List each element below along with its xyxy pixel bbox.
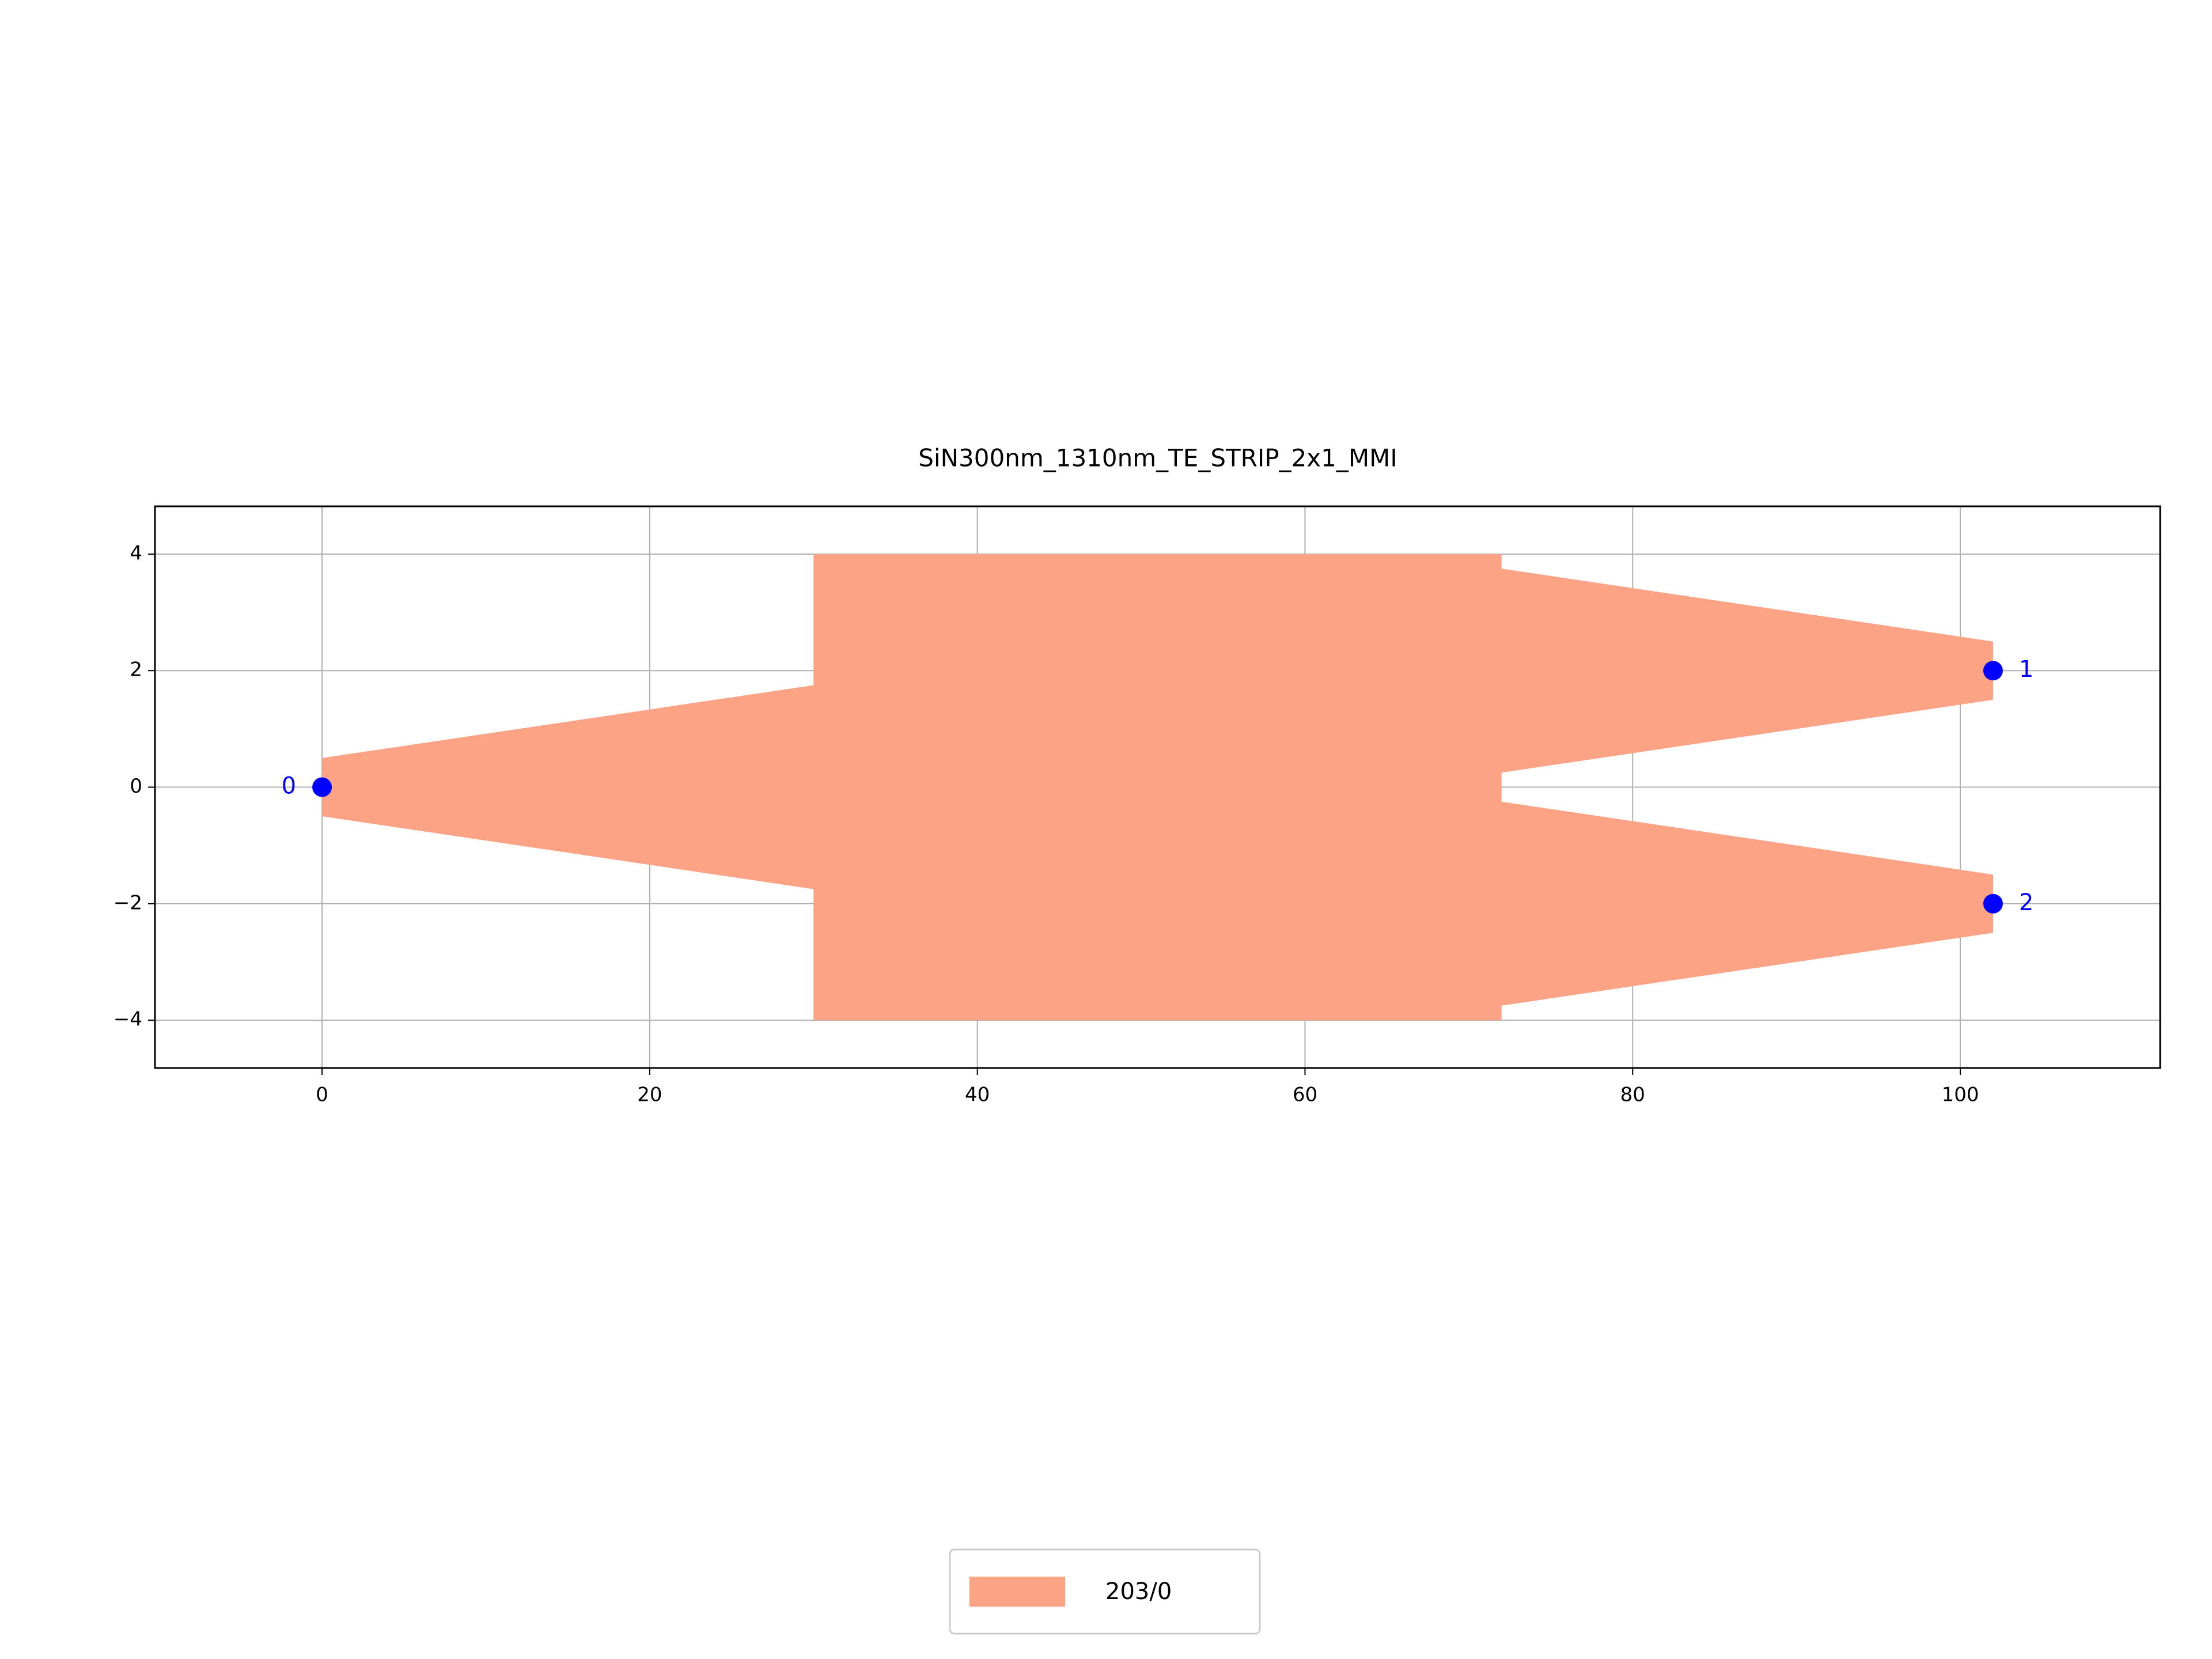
y-tick-label: 4 [130, 541, 142, 565]
y-tick-label: 0 [130, 775, 142, 798]
port-marker [1983, 661, 2003, 681]
port-marker [312, 777, 332, 797]
y-tick-label: −2 [113, 891, 142, 914]
x-tick-label: 80 [1620, 1084, 1645, 1107]
port-marker [1983, 893, 2003, 914]
polygon [322, 554, 1993, 1021]
legend-swatch [969, 1577, 1065, 1607]
x-tick-label: 40 [965, 1084, 990, 1107]
legend-label: 203/0 [1105, 1578, 1172, 1605]
axes-frame [154, 505, 2161, 1069]
x-tick-label: 20 [637, 1084, 662, 1107]
port-label: 1 [2019, 656, 2033, 683]
chart-title: SiN300nm_1310nm_TE_STRIP_2x1_MMI [918, 444, 1397, 472]
x-tick-label: 0 [316, 1084, 328, 1107]
port-label: 0 [282, 773, 296, 800]
y-tick-label: 2 [130, 658, 142, 681]
x-tick-label: 60 [1293, 1084, 1317, 1107]
y-tick-label: −4 [113, 1008, 142, 1031]
legend-box [949, 1548, 1261, 1635]
x-tick-label: 100 [1942, 1084, 1979, 1107]
port-label: 2 [2019, 889, 2033, 916]
